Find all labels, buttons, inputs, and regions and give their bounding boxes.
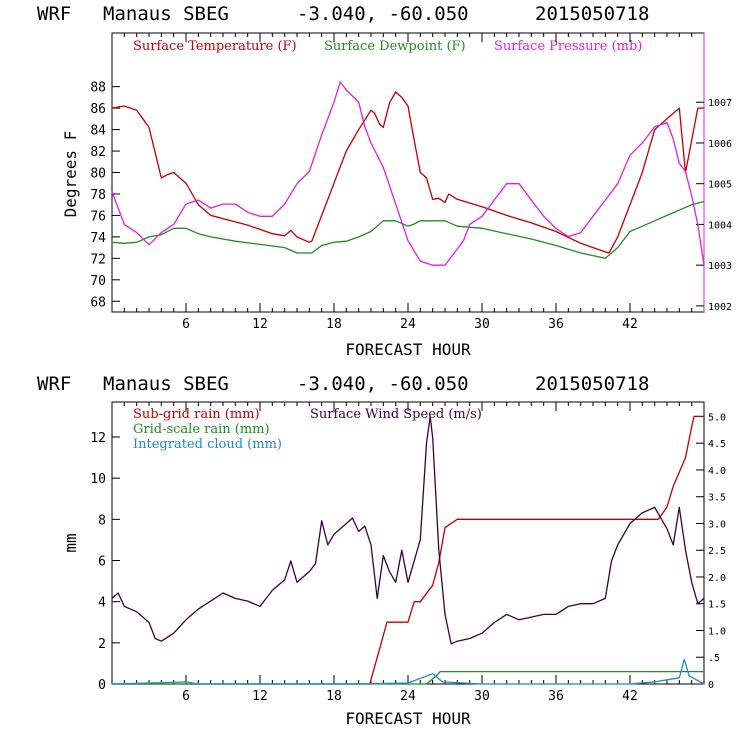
legend-grid-scale-rain: Grid-scale rain (mm) [133, 422, 270, 437]
panel2-y2tick-label: 3.5 [708, 493, 726, 504]
header-station-1: Manaus SBEG [103, 3, 229, 25]
panel1-y2tick-label: 1007 [708, 98, 732, 109]
panel1-ylabel: Degrees F [61, 131, 80, 218]
panel1-ytick-label: 88 [90, 81, 106, 96]
panel2-y2tick-label: 5.0 [708, 412, 726, 423]
panel1-ytick-label: 70 [90, 274, 106, 289]
header-coords-2: -3.040, -60.050 [297, 373, 469, 395]
panel2-ytick-label: 8 [98, 513, 106, 528]
panel2-y2tick-label: 0 [708, 680, 714, 691]
panel1-ytick-label: 78 [90, 188, 106, 203]
panel2-xtick-label: 36 [548, 689, 564, 704]
panel2-xtick-label: 18 [326, 689, 342, 704]
header-station-2: Manaus SBEG [103, 373, 229, 395]
panel1-ytick-label: 82 [90, 145, 106, 160]
panel2-series-cloud [111, 658, 705, 685]
panel2-y2tick-label: 3.0 [708, 519, 726, 530]
legend-subgrid-rain: Sub-grid rain (mm) [133, 407, 260, 422]
panel1-ytick-label: 76 [90, 209, 106, 224]
legend-surface-wind-speed: Surface Wind Speed (m/s) [310, 407, 482, 422]
legend-surface-pressure: Surface Pressure (mb) [494, 39, 642, 54]
panel2-ytick-label: 0 [98, 678, 106, 693]
panel2-ytick-label: 12 [90, 431, 106, 446]
panel2-y2tick-label: 2.0 [708, 573, 726, 584]
panel1-xtick-label: 30 [474, 317, 490, 332]
chart-marks: 6 12 18 24 30 36 42687072747678808284868810021… [90, 33, 732, 704]
panel2-ytick-label: 4 [98, 596, 106, 611]
panel1-ytick-label: 68 [90, 295, 106, 310]
header-model-2: WRF [37, 373, 71, 395]
panel2-y2tick-label: 4.0 [708, 466, 726, 477]
panel2-xtick-label: 42 [622, 689, 638, 704]
header-coords-1: -3.040, -60.050 [297, 3, 469, 25]
panel1-xtick-label: 18 [326, 317, 342, 332]
header-init-time-1: 2015050718 [535, 3, 649, 25]
panel2-series-subgrid-rain [112, 415, 704, 685]
panel2-ytick-label: 6 [98, 554, 106, 569]
legend-surface-dewpoint: Surface Dewpoint (F) [324, 39, 466, 54]
panel1-y2tick-label: 1004 [708, 220, 732, 231]
panel1-frame [111, 32, 705, 313]
panel1-xtick-label: 36 [548, 317, 564, 332]
panel1-ytick-label: 84 [90, 124, 106, 139]
panel2-xlabel: FORECAST HOUR [345, 709, 471, 728]
panel2-xtick-label: 30 [474, 689, 490, 704]
panel2-ytick-label: 10 [90, 472, 106, 487]
panel1-xtick-label: 42 [622, 317, 638, 332]
panel1-xlabel: FORECAST HOUR [345, 340, 471, 359]
panel2-series-wind [111, 415, 705, 645]
panel2-ytick-label: 2 [98, 637, 106, 652]
panel2-y2tick-label: 1.5 [708, 600, 726, 611]
panel1-y2tick-label: 1005 [708, 180, 732, 191]
panel2-xtick-label: 12 [252, 689, 268, 704]
panel2-y2tick-label: .5 [708, 653, 720, 664]
legend-integrated-cloud: Integrated cloud (mm) [133, 437, 282, 452]
panel1-ytick-label: 72 [90, 252, 106, 267]
panel2-xtick-label: 6 [182, 689, 190, 704]
panel2-xtick-label: 24 [400, 689, 416, 704]
panel2-y2tick-label: 1.0 [708, 626, 726, 637]
header-init-time-2: 2015050718 [535, 373, 649, 395]
panel1-series-pressure [111, 81, 705, 266]
panel1-xtick-label: 6 [182, 317, 190, 332]
panel1-series-temperature [111, 91, 704, 254]
panel2-y2tick-label: 2.5 [708, 546, 726, 557]
header-model-1: WRF [37, 3, 71, 25]
panel2-y2tick-label: 4.5 [708, 439, 726, 450]
panel1-ytick-label: 86 [90, 102, 106, 117]
panel1-y2tick-label: 1002 [708, 302, 732, 313]
panel1-y2tick-label: 1006 [708, 139, 732, 150]
panel1-xtick-label: 12 [252, 317, 268, 332]
panel1-ytick-label: 74 [90, 231, 106, 246]
panel1-ytick-label: 80 [90, 167, 106, 182]
panel1-series-dewpoint [111, 200, 705, 259]
panel1-y2tick-label: 1003 [708, 261, 732, 272]
panel1-xtick-label: 24 [400, 317, 416, 332]
legend-surface-temperature: Surface Temperature (F) [133, 39, 297, 54]
panel2-ylabel: mm [61, 533, 80, 552]
